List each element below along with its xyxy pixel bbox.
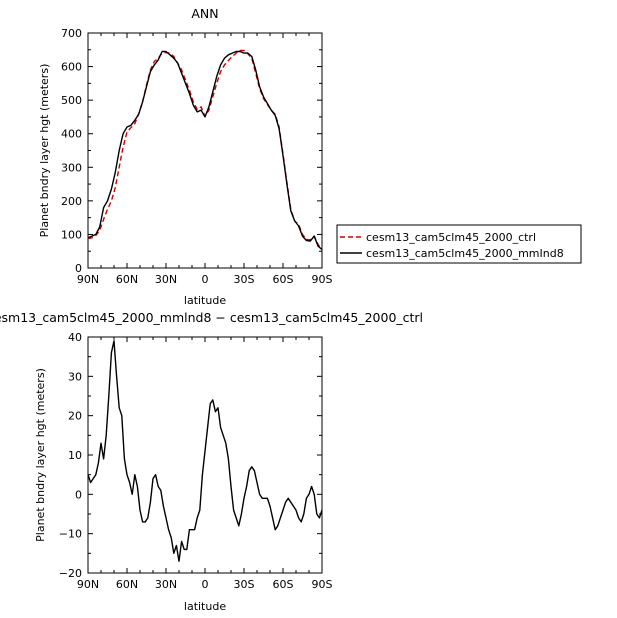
legend-entry: cesm13_cam5clm45_2000_mmInd8 [366, 247, 564, 260]
x-tick-label: 0 [202, 273, 209, 286]
x-tick-label: 30N [155, 273, 177, 286]
series-line-0 [87, 49, 323, 250]
x-tick-label: 90S [312, 273, 333, 286]
legend-box [336, 224, 582, 264]
y-tick-label: 20 [68, 410, 82, 423]
x-tick-label: 60S [273, 578, 294, 591]
y-tick-label: −10 [59, 528, 82, 541]
y-tick-label: 40 [68, 331, 82, 344]
y-tick-label: 700 [61, 27, 82, 40]
y-tick-label: −20 [59, 567, 82, 580]
top-chart: ANN 90N 60N 30N 0 30S 60S 90S 0 100 200 300 400 500 60… [38, 6, 333, 307]
x-tick-label: 0 [202, 578, 209, 591]
legend: cesm13_cam5clm45_2000_ctrl cesm13_cam5clm… [336, 224, 582, 264]
y-tick-label: 100 [61, 228, 82, 241]
y-tick-label: 200 [61, 195, 82, 208]
x-tick-label: 30S [234, 273, 255, 286]
series-line-1 [87, 50, 323, 251]
bottom-chart: cesm13_cam5clm45_2000_mmlnd8 − cesm13_ca… [0, 310, 423, 613]
x-tick-label: 90S [312, 578, 333, 591]
series-line-0 [87, 340, 323, 562]
legend-entry: cesm13_cam5clm45_2000_ctrl [366, 231, 536, 244]
y-tick-label: 30 [68, 370, 82, 383]
x-axis-label: latitude [184, 600, 226, 613]
y-tick-label: 400 [61, 128, 82, 141]
x-tick-label: 60N [116, 273, 138, 286]
x-tick-label: 90N [77, 578, 99, 591]
y-axis-label: Planet bndry layer hgt (meters) [34, 368, 47, 542]
x-tick-label: 30S [234, 578, 255, 591]
chart-title: ANN [191, 6, 218, 21]
x-tick-label: 60S [273, 273, 294, 286]
chart-title: cesm13_cam5clm45_2000_mmlnd8 − cesm13_ca… [0, 310, 423, 325]
x-tick-label: 30N [155, 578, 177, 591]
y-tick-label: 500 [61, 94, 82, 107]
y-axis-label: Planet bndry layer hgt (meters) [38, 64, 51, 238]
y-tick-label: 0 [75, 488, 82, 501]
y-tick-label: 10 [68, 449, 82, 462]
y-tick-label: 300 [61, 161, 82, 174]
x-tick-label: 60N [116, 578, 138, 591]
y-tick-label: 0 [75, 262, 82, 275]
y-tick-label: 600 [61, 61, 82, 74]
x-tick-label: 90N [77, 273, 99, 286]
x-axis-label: latitude [184, 294, 226, 307]
